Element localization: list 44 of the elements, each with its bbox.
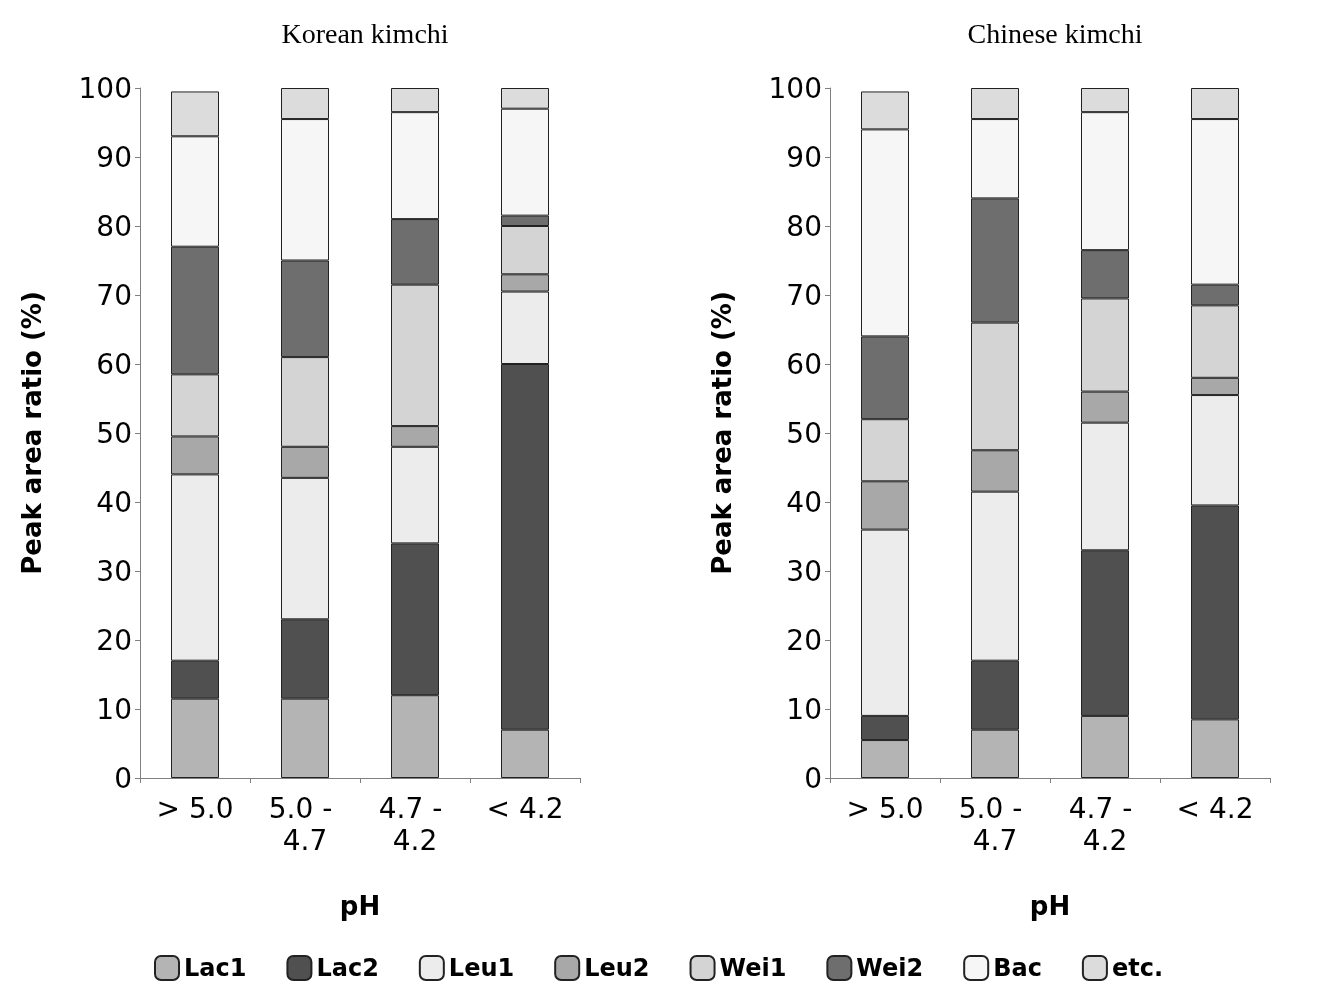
legend-label: Wei1 xyxy=(719,954,787,982)
legend-label: Leu2 xyxy=(584,954,650,982)
x-tick-label: > 5.0 xyxy=(846,791,924,825)
legend-label: Lac2 xyxy=(316,954,379,982)
y-tick-label: 0 xyxy=(114,761,132,795)
y-tick-label: 10 xyxy=(786,692,822,726)
y-tick-label: 20 xyxy=(96,623,132,657)
y-tick-label: 40 xyxy=(96,485,132,519)
x-tick-label: > 5.0 xyxy=(156,791,234,825)
y-tick-label: 80 xyxy=(96,209,132,243)
y-tick-label: 60 xyxy=(96,347,132,381)
y-tick-label: 80 xyxy=(786,209,822,243)
y-tick-label: 50 xyxy=(96,416,132,450)
y-tick-label: 70 xyxy=(786,278,822,312)
legend-label: Leu1 xyxy=(448,954,515,982)
chart-title: Chinese kimchi xyxy=(967,17,1143,49)
y-tick-label: 30 xyxy=(786,554,822,588)
y-axis-title: Peak area ratio (%) xyxy=(707,291,737,575)
legend-label: Lac1 xyxy=(184,954,247,982)
y-tick-label: 60 xyxy=(786,347,822,381)
y-tick-label: 50 xyxy=(786,416,822,450)
x-tick-label: 4.7 - 4.2 xyxy=(378,791,452,857)
x-axis-title: pH xyxy=(1029,891,1071,921)
x-tick-label: < 4.2 xyxy=(1176,791,1254,825)
y-tick-label: 70 xyxy=(96,278,132,312)
legend-label: Bac xyxy=(993,954,1042,982)
x-tick-label: 5.0 - 4.7 xyxy=(958,791,1032,857)
legend-label: Wei2 xyxy=(856,954,924,982)
y-tick-label: 100 xyxy=(768,71,822,105)
y-tick-label: 90 xyxy=(786,140,822,174)
x-tick-label: < 4.2 xyxy=(486,791,564,825)
y-tick-label: 0 xyxy=(804,761,822,795)
y-tick-label: 20 xyxy=(786,623,822,657)
legend-label: etc. xyxy=(1111,954,1163,982)
x-tick-label: 4.7 - 4.2 xyxy=(1068,791,1142,857)
y-tick-label: 30 xyxy=(96,554,132,588)
y-axis-title: Peak area ratio (%) xyxy=(17,291,47,575)
y-tick-label: 100 xyxy=(78,71,132,105)
y-tick-label: 10 xyxy=(96,692,132,726)
chart-title: Korean kimchi xyxy=(281,17,449,49)
x-tick-label: 5.0 - 4.7 xyxy=(268,791,342,857)
y-tick-label: 90 xyxy=(96,140,132,174)
y-tick-label: 40 xyxy=(786,485,822,519)
x-axis-title: pH xyxy=(339,891,381,921)
